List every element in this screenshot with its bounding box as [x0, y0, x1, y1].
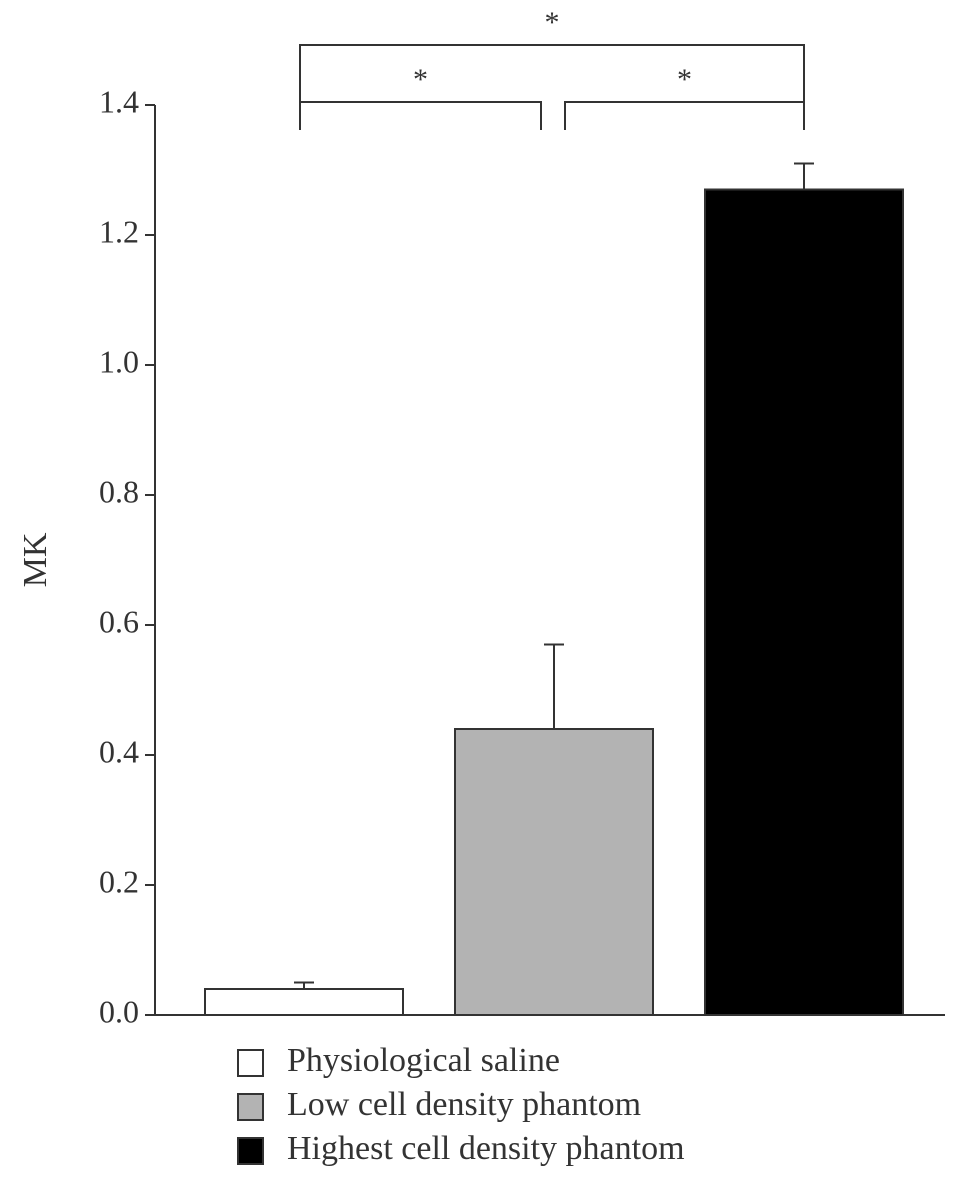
y-tick-label: 0.0	[99, 993, 139, 1029]
y-tick-label: 0.8	[99, 473, 139, 509]
significance-label: *	[413, 63, 428, 96]
legend-swatch	[237, 1049, 264, 1077]
legend-label: Physiological saline	[287, 1042, 560, 1079]
bar	[704, 188, 904, 1016]
error-bar	[294, 981, 314, 989]
significance-label: *	[677, 63, 692, 96]
error-bar	[794, 162, 814, 190]
significance-bracket	[299, 44, 805, 130]
y-tick-label: 1.2	[99, 213, 139, 249]
error-bar	[544, 643, 564, 729]
y-tick-label: 1.4	[99, 83, 139, 119]
legend-swatch	[237, 1137, 264, 1165]
legend-label: Highest cell density phantom	[287, 1130, 685, 1167]
bar	[454, 728, 654, 1016]
y-tick-label: 1.0	[99, 343, 139, 379]
bar	[204, 988, 404, 1016]
y-tick-label: 0.2	[99, 863, 139, 899]
y-axis-label: MK	[17, 532, 54, 587]
legend-swatch	[237, 1093, 264, 1121]
y-tick-label: 0.4	[99, 733, 139, 769]
significance-bracket	[299, 101, 542, 130]
significance-bracket	[564, 101, 805, 130]
significance-label: *	[545, 6, 560, 39]
y-tick-label: 0.6	[99, 603, 139, 639]
legend-label: Low cell density phantom	[287, 1086, 641, 1123]
